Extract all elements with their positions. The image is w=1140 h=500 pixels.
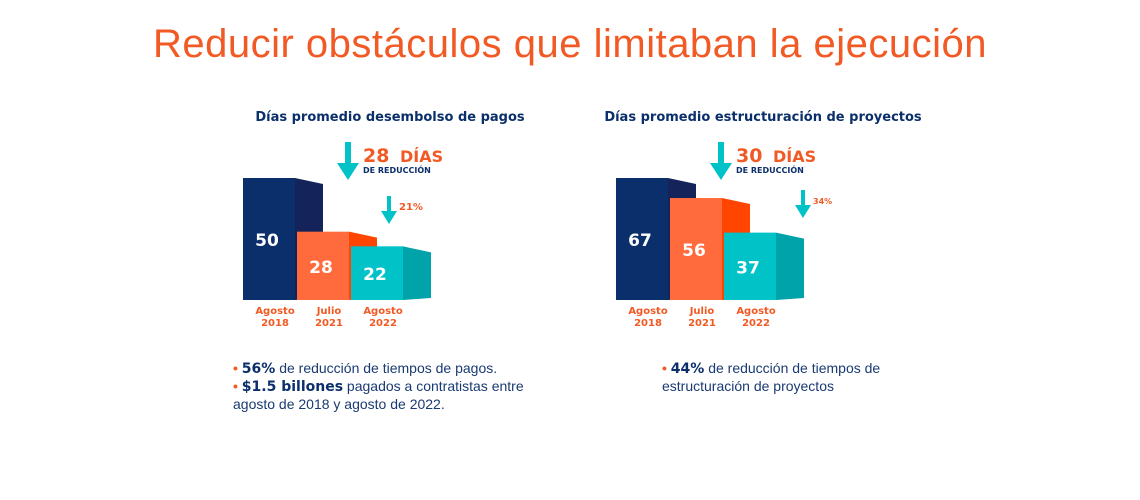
- bar-side: [776, 232, 804, 300]
- bullet-bold: $1.5 billones: [241, 379, 344, 395]
- data-label: 22: [363, 265, 387, 285]
- arrow-down-icon: [381, 211, 397, 224]
- bullet-item: • $1.5 billones pagados a contratistas e…: [233, 378, 524, 412]
- bar: [670, 198, 722, 300]
- chart-panel-payments: Días promedio desembolso de pagos 50 Agos…: [170, 100, 610, 420]
- category-label: 2022: [742, 318, 770, 329]
- bar-group: 22: [351, 246, 431, 300]
- data-label: 56: [682, 241, 706, 261]
- data-label: 37: [736, 258, 760, 278]
- bullet-bold: 56%: [241, 361, 276, 377]
- annotation-number: 28: [363, 145, 389, 167]
- bar-side: [403, 246, 431, 300]
- category-label: Julio: [316, 306, 342, 317]
- category-label: Agosto: [736, 306, 776, 317]
- bullets-right: • 44% de reducción de tiempos de estruct…: [662, 360, 902, 395]
- bullets-left: • 56% de reducción de tiempos de pagos. …: [233, 360, 533, 413]
- bar: [616, 178, 668, 300]
- category-label: 2018: [634, 318, 662, 329]
- bullet-text: de reducción de tiempos de estructuració…: [662, 360, 881, 394]
- bullet-item: • 56% de reducción de tiempos de pagos.: [233, 360, 498, 377]
- annotation-sub: DE REDUCCIÓN: [363, 164, 431, 175]
- annotation-percent: 34%: [813, 197, 832, 206]
- arrow-shaft: [718, 142, 724, 166]
- bar-group: 37: [724, 232, 804, 300]
- chart-panel-structuring: Días promedio estructuración de proyecto…: [543, 100, 983, 420]
- bullet-text: de reducción de tiempos de pagos.: [275, 360, 498, 376]
- category-label: Agosto: [255, 306, 295, 317]
- annotation-number: 30: [736, 145, 762, 167]
- data-label: 28: [309, 258, 333, 278]
- bullet-item: • 44% de reducción de tiempos de estruct…: [662, 360, 881, 394]
- bullet-bold: 44%: [670, 361, 705, 377]
- bar: [297, 231, 349, 300]
- data-label: 67: [628, 231, 652, 251]
- page-title: Reducir obstáculos que limitaban la ejec…: [152, 22, 988, 66]
- arrow-shaft: [801, 190, 805, 208]
- bullet-text: pagados a contratistas entre agosto de 2…: [233, 378, 524, 412]
- category-label: 2022: [369, 318, 397, 329]
- arrow-shaft: [345, 142, 351, 166]
- category-label: 2021: [688, 318, 716, 329]
- category-label: 2021: [315, 318, 343, 329]
- category-label: 2018: [261, 318, 289, 329]
- arrow-down-icon: [710, 163, 732, 180]
- annotation-percent: 21%: [399, 202, 423, 213]
- arrow-down-icon: [337, 163, 359, 180]
- category-label: Agosto: [628, 306, 668, 317]
- category-label: Julio: [689, 306, 715, 317]
- chart-title: Días promedio desembolso de pagos: [255, 110, 525, 125]
- bar: [243, 178, 295, 300]
- arrow-shaft: [387, 196, 391, 214]
- category-label: Agosto: [363, 306, 403, 317]
- chart-title: Días promedio estructuración de proyecto…: [604, 110, 922, 125]
- bar: [351, 246, 403, 300]
- annotation-unit: DÍAS: [773, 147, 816, 166]
- bar: [724, 232, 776, 300]
- annotation-sub: DE REDUCCIÓN: [736, 164, 804, 175]
- arrow-down-icon: [795, 205, 811, 218]
- annotation-unit: DÍAS: [400, 147, 443, 166]
- data-label: 50: [255, 231, 279, 251]
